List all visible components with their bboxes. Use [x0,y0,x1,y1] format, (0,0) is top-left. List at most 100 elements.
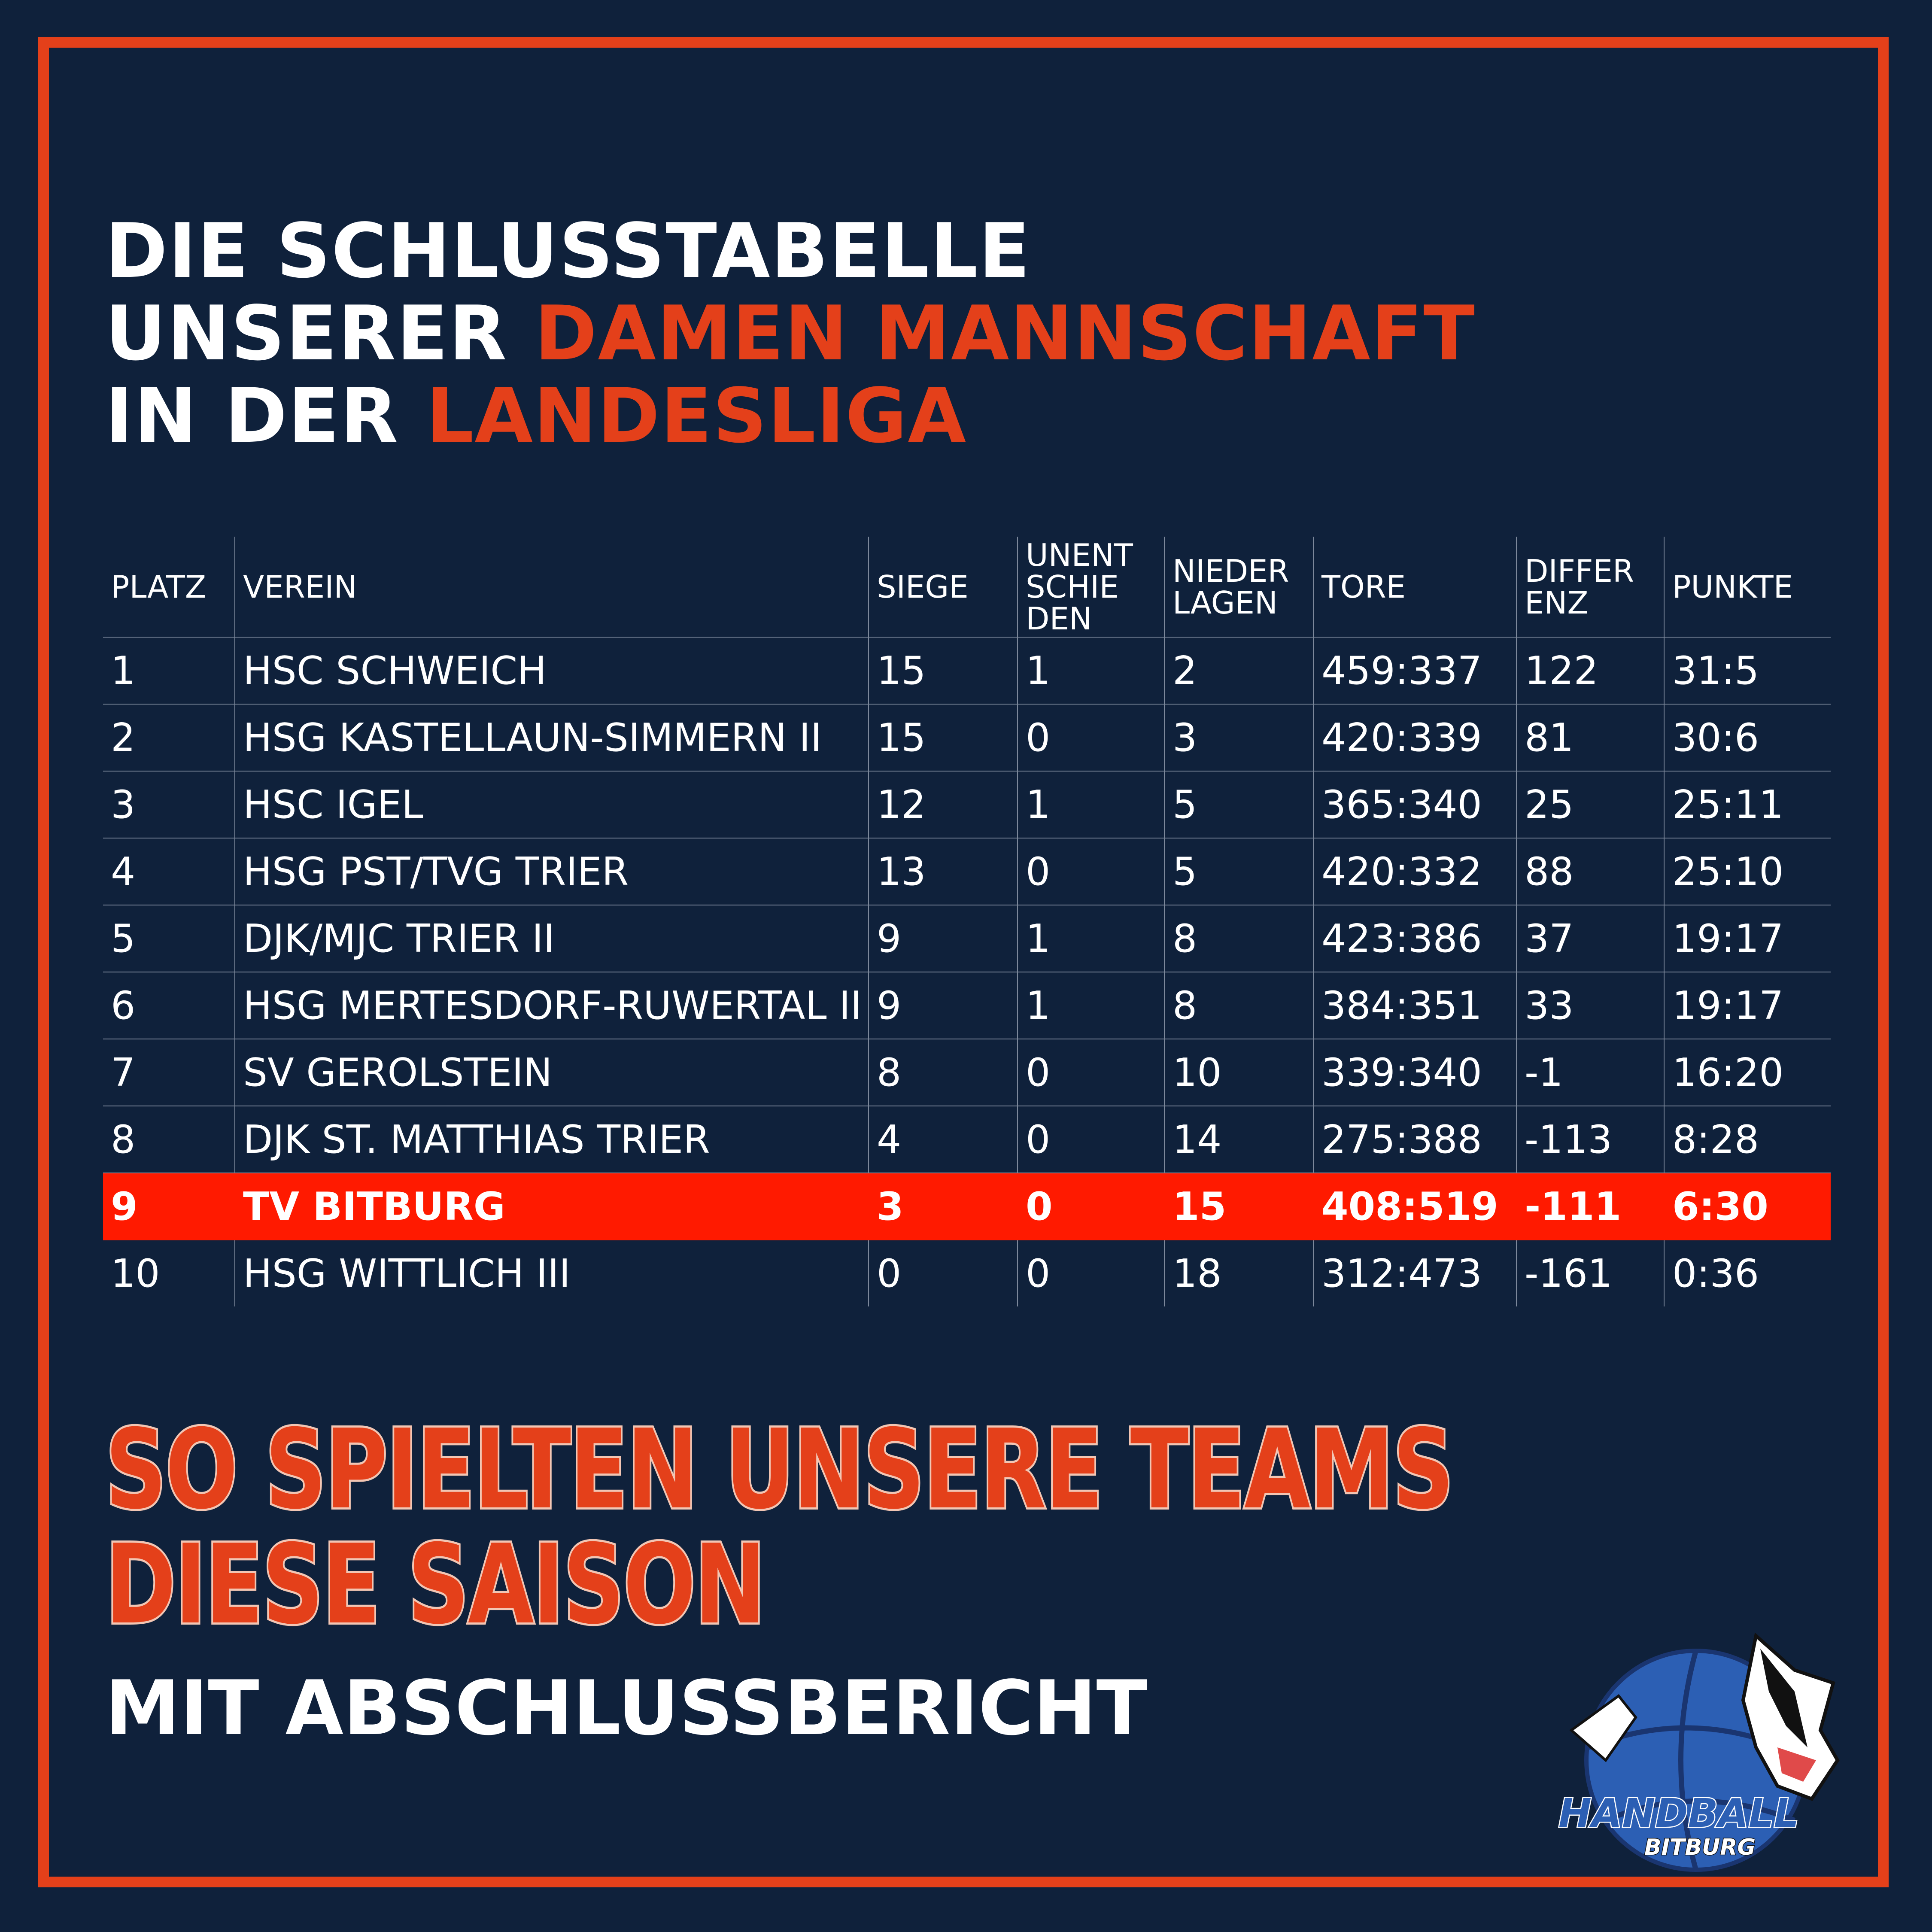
table-row: 7 SV GEROLSTEIN 8 0 10 339:340 -1 16:20 [103,1039,1831,1106]
cell-siege: 3 [868,1173,1018,1240]
logo-badger-stripe [1760,1649,1807,1747]
cell-niederlagen: 3 [1164,704,1314,772]
cell-verein: HSG PST/TVG TRIER [234,838,869,905]
cell-punkte: 31:5 [1664,637,1831,705]
cell-niederlagen: 15 [1164,1173,1314,1240]
cell-differenz: -1 [1516,1039,1665,1106]
cell-verein: DJK/MJC TRIER II [234,905,869,972]
table-row: 9 TV BITBURG 3 0 15 408:519 -111 6:30 [103,1173,1831,1240]
cell-platz: 5 [103,905,235,972]
table-row: 8 DJK ST. MATTHIAS TRIER 4 0 14 275:388 -113 8:… [103,1106,1831,1173]
cell-niederlagen: 18 [1164,1239,1314,1306]
promo-line-1: SO SPIELTEN UNSERE TEAMS [103,1406,1456,1534]
cell-unentschieden: 0 [1017,1239,1165,1306]
cell-platz: 4 [103,838,235,905]
cell-siege: 9 [868,972,1018,1039]
table-row: 1 HSC SCHWEICH 15 1 2 459:337 122 31:5 [103,637,1831,705]
standings-table: PLATZ VEREIN SIEGE UNENT SCHIE DEN NIEDE… [103,537,1831,1306]
cell-punkte: 19:17 [1664,905,1831,972]
cell-siege: 13 [868,838,1018,905]
headline-line-3-white: IN DER [105,373,426,460]
cell-tore: 312:473 [1313,1239,1517,1306]
cell-tore: 275:388 [1313,1106,1517,1173]
cell-punkte: 25:11 [1664,771,1831,838]
column-header-tore: TORE [1313,537,1517,638]
cell-siege: 9 [868,905,1018,972]
cell-niederlagen: 8 [1164,905,1314,972]
cell-tore: 384:351 [1313,972,1517,1039]
cell-punkte: 16:20 [1664,1039,1831,1106]
cell-punkte: 30:6 [1664,704,1831,772]
cell-tore: 420:339 [1313,704,1517,772]
cell-tore: 459:337 [1313,637,1517,705]
cell-unentschieden: 1 [1017,771,1165,838]
cell-tore: 423:386 [1313,905,1517,972]
headline-line-3: IN DER LANDESLIGA [105,375,1476,458]
cell-differenz: -111 [1516,1173,1665,1240]
cell-niederlagen: 5 [1164,838,1314,905]
cell-verein: HSC IGEL [234,771,869,838]
page-headline: DIE SCHLUSSTABELLE UNSERER DAMEN MANNSCH… [105,210,1476,458]
cell-punkte: 0:36 [1664,1239,1831,1306]
logo-ball-seam [1604,1798,1796,1823]
cell-platz: 8 [103,1106,235,1173]
promo-subtitle: MIT ABSCHLUSSBERICHT [105,1665,1148,1752]
cell-platz: 10 [103,1239,235,1306]
cell-unentschieden: 1 [1017,972,1165,1039]
logo-word-handball: HANDBALL [1558,1790,1799,1836]
cell-verein: HSG WITTLICH III [234,1239,869,1306]
cell-punkte: 6:30 [1664,1173,1831,1240]
cell-verein: TV BITBURG [234,1173,869,1240]
logo-word-bitburg: BITBURG [1644,1835,1756,1860]
column-header-differenz: DIFFER ENZ [1516,537,1665,638]
table-row: 10 HSG WITTLICH III 0 0 18 312:473 -161 0:36 [103,1239,1831,1306]
promo-brush-title: SO SPIELTEN UNSERE TEAMS DIESE SAISON [103,1406,1456,1649]
cell-tore: 408:519 [1313,1173,1517,1240]
cell-differenz: 88 [1516,838,1665,905]
cell-niederlagen: 5 [1164,771,1314,838]
cell-verein: SV GEROLSTEIN [234,1039,869,1106]
cell-niederlagen: 10 [1164,1039,1314,1106]
cell-verein: HSG MERTESDORF-RUWERTAL II [234,972,869,1039]
cell-differenz: 25 [1516,771,1665,838]
cell-platz: 9 [103,1173,235,1240]
table-row: 5 DJK/MJC TRIER II 9 1 8 423:386 37 19:17 [103,905,1831,972]
cell-platz: 2 [103,704,235,772]
table-row: 4 HSG PST/TVG TRIER 13 0 5 420:332 88 25:10 [103,838,1831,905]
column-header-unentschieden: UNENT SCHIE DEN [1017,537,1165,638]
column-header-verein: VEREIN [234,537,869,638]
cell-siege: 12 [868,771,1018,838]
cell-punkte: 19:17 [1664,972,1831,1039]
cell-verein: DJK ST. MATTHIAS TRIER [234,1106,869,1173]
cell-niederlagen: 14 [1164,1106,1314,1173]
cell-platz: 6 [103,972,235,1039]
logo-claw-icon [1569,1694,1637,1762]
table-row: 2 HSG KASTELLAUN-SIMMERN II 15 0 3 420:339 81 3… [103,704,1831,772]
table-row: 6 HSG MERTESDORF-RUWERTAL II 9 1 8 384:351 33 1… [103,972,1831,1039]
cell-unentschieden: 0 [1017,1173,1165,1240]
column-header-siege: SIEGE [868,537,1018,638]
cell-differenz: -113 [1516,1106,1665,1173]
headline-line-3-accent: LANDESLIGA [425,373,967,460]
headline-line-2: UNSERER DAMEN MANNSCHAFT [105,293,1476,375]
cell-platz: 1 [103,637,235,705]
orange-border-frame [38,37,1889,1887]
cell-niederlagen: 2 [1164,637,1314,705]
cell-unentschieden: 0 [1017,838,1165,905]
cell-platz: 3 [103,771,235,838]
cell-punkte: 8:28 [1664,1106,1831,1173]
cell-tore: 365:340 [1313,771,1517,838]
cell-siege: 4 [868,1106,1018,1173]
table-header-row: PLATZ VEREIN SIEGE UNENT SCHIE DEN NIEDE… [103,537,1831,638]
column-header-punkte: PUNKTE [1664,537,1831,638]
cell-verein: HSC SCHWEICH [234,637,869,705]
cell-siege: 0 [868,1239,1018,1306]
cell-unentschieden: 0 [1017,704,1165,772]
column-header-niederlagen: NIEDER LAGEN [1164,537,1314,638]
cell-siege: 15 [868,637,1018,705]
promo-line-2: DIESE SAISON [103,1521,768,1649]
cell-tore: 339:340 [1313,1039,1517,1106]
cell-unentschieden: 0 [1017,1106,1165,1173]
cell-differenz: 37 [1516,905,1665,972]
cell-differenz: 122 [1516,637,1665,705]
